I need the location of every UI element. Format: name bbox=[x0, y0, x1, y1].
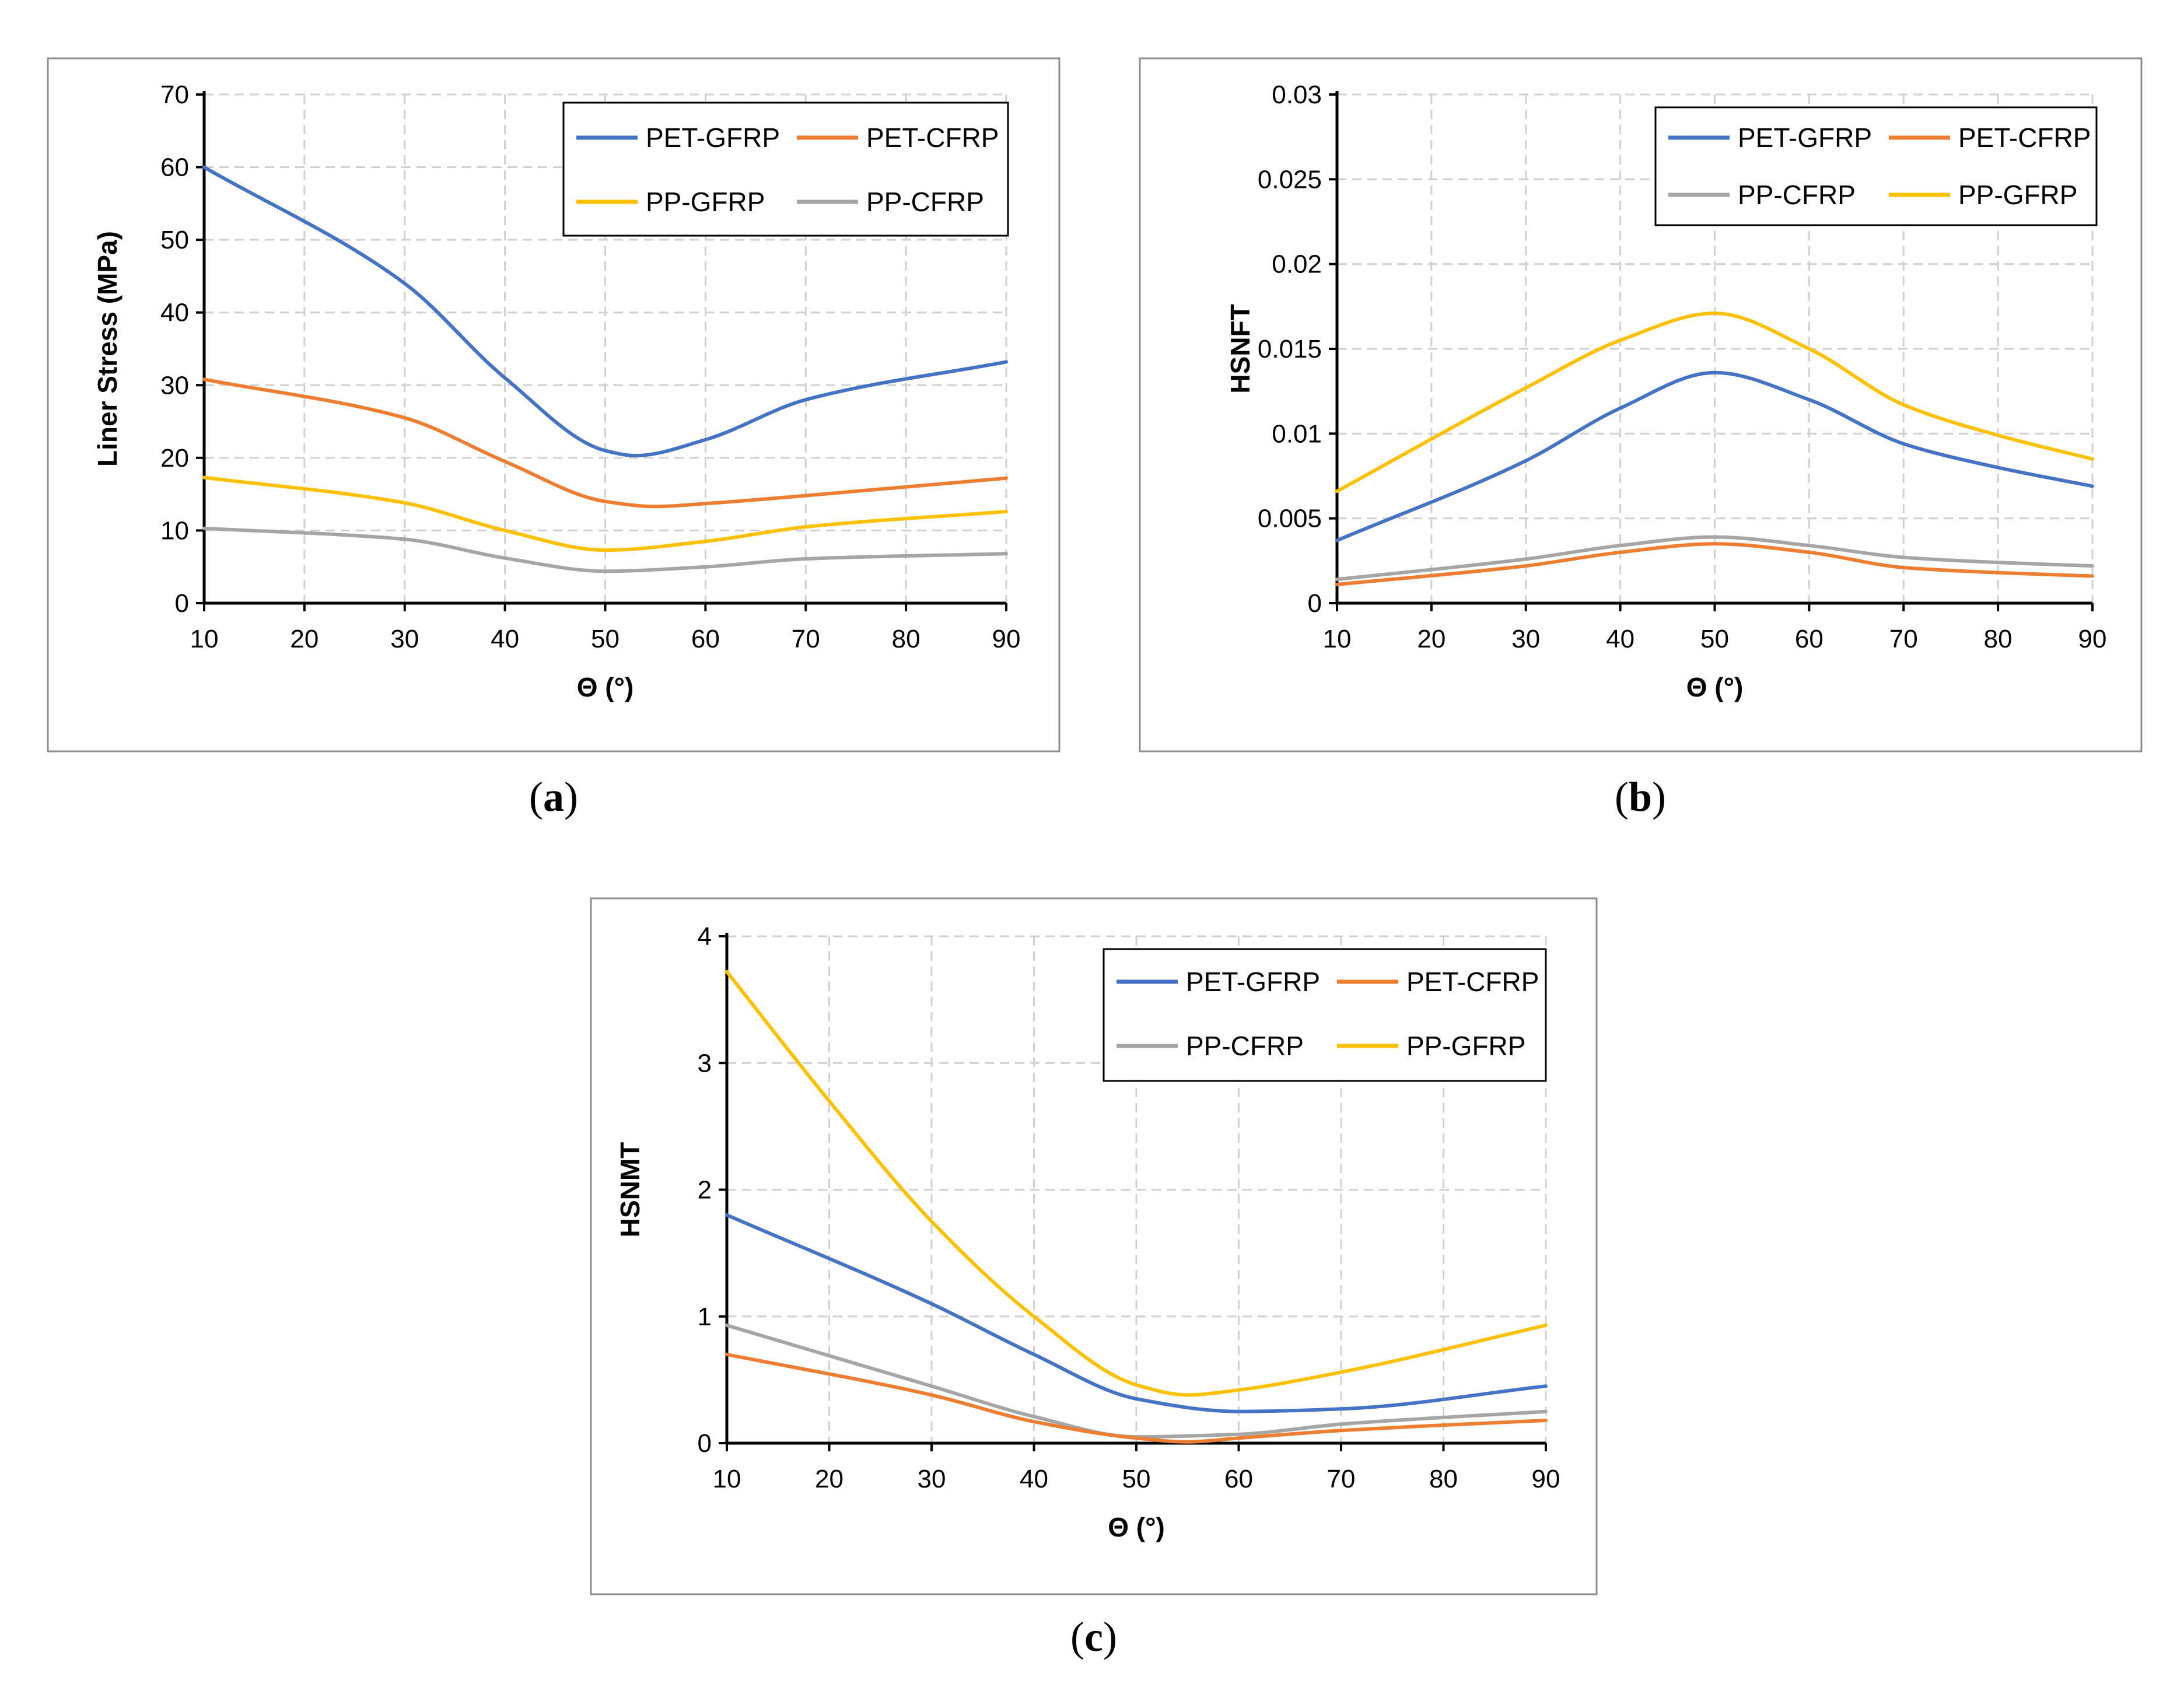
legend: PET-GFRP PET-CFRP PP-CFRP PP-GFRP bbox=[1102, 948, 1547, 1082]
series-line-pet-cfrp bbox=[1335, 542, 2094, 586]
y-tick-label: 0 bbox=[698, 1429, 712, 1458]
legend-label-pet-gfrp: PET-GFRP bbox=[1738, 123, 1872, 153]
caption-open-paren: ( bbox=[1615, 774, 1629, 820]
legend-label-pp-cfrp: PP-CFRP bbox=[866, 187, 984, 217]
chart-panel-b: 0 0.005 0.01 0.015 0.02 0.025 0.03 10 20 30 40 50 60… bbox=[1139, 57, 2143, 820]
series-line-pet-gfrp bbox=[1335, 370, 2094, 542]
y-tick-label: 60 bbox=[160, 153, 189, 182]
legend-label-pp-cfrp: PP-CFRP bbox=[1186, 1031, 1304, 1061]
y-tick-label: 0.025 bbox=[1258, 165, 1322, 194]
y-axis-title: HSNFT bbox=[1225, 304, 1255, 393]
x-tick-label: 50 bbox=[591, 625, 620, 653]
y-tick-label: 2 bbox=[698, 1176, 712, 1205]
x-tick-label: 70 bbox=[1889, 625, 1918, 653]
y-tick-label: 70 bbox=[160, 80, 189, 109]
x-tick-label: 90 bbox=[2078, 625, 2107, 653]
y-tick-label: 0 bbox=[1308, 589, 1322, 618]
y-tick-label: 1 bbox=[698, 1303, 712, 1331]
y-axis-title: HSNMT bbox=[615, 1142, 645, 1238]
legend-box bbox=[562, 102, 1009, 237]
x-tick-label: 20 bbox=[815, 1465, 844, 1493]
x-tick-label: 30 bbox=[390, 625, 419, 653]
series-line-pet-gfrp bbox=[725, 1213, 1548, 1413]
legend-box bbox=[1102, 948, 1547, 1082]
x-tick-label: 90 bbox=[1532, 1465, 1560, 1493]
x-tick-label: 60 bbox=[1224, 1465, 1253, 1493]
x-tick-label: 80 bbox=[1984, 625, 2013, 653]
x-tick-label: 80 bbox=[892, 625, 921, 653]
legend-label-pet-cfrp: PET-CFRP bbox=[1406, 967, 1539, 997]
caption-close-paren: ) bbox=[1652, 774, 1666, 820]
y-tick-label: 4 bbox=[698, 922, 712, 951]
x-tick-label: 20 bbox=[1417, 625, 1446, 653]
legend-label-pet-gfrp: PET-GFRP bbox=[1186, 967, 1320, 997]
legend-label-pp-cfrp: PP-CFRP bbox=[1738, 180, 1856, 210]
x-tick-label: 40 bbox=[1020, 1465, 1048, 1493]
x-tick-label: 10 bbox=[713, 1465, 741, 1493]
x-tick-label: 80 bbox=[1429, 1465, 1458, 1493]
y-tick-label: 0.005 bbox=[1258, 505, 1322, 533]
series-line-pp-gfrp bbox=[1335, 312, 2094, 494]
x-tick-label: 40 bbox=[1606, 625, 1634, 653]
legend-label-pp-gfrp: PP-GFRP bbox=[646, 187, 765, 217]
y-tick-label: 40 bbox=[160, 299, 189, 327]
x-tick-label: 40 bbox=[491, 625, 519, 653]
series-line-pet-cfrp bbox=[725, 1352, 1548, 1444]
x-tick-label: 10 bbox=[1323, 625, 1352, 653]
x-tick-label: 60 bbox=[691, 625, 720, 653]
x-tick-label: 50 bbox=[1122, 1465, 1151, 1493]
caption-letter: a bbox=[543, 774, 564, 820]
y-tick-label: 30 bbox=[160, 371, 189, 400]
x-tick-label: 30 bbox=[918, 1465, 946, 1493]
series-line-pet-cfrp bbox=[202, 377, 1008, 509]
y-tick-label: 10 bbox=[160, 516, 189, 545]
series-line-pp-gfrp bbox=[202, 475, 1008, 552]
legend-label-pp-gfrp: PP-GFRP bbox=[1958, 180, 2077, 210]
x-tick-label: 20 bbox=[290, 625, 318, 653]
y-tick-label: 0.015 bbox=[1258, 335, 1322, 363]
y-axis-title: Liner Stress (MPa) bbox=[92, 231, 123, 467]
x-tick-label: 70 bbox=[792, 625, 820, 653]
panel-caption: (c) bbox=[1070, 1614, 1117, 1660]
x-tick-label: 30 bbox=[1511, 625, 1540, 653]
x-tick-label: 90 bbox=[992, 625, 1021, 653]
legend-label-pet-cfrp: PET-CFRP bbox=[1958, 123, 2091, 153]
y-tick-label: 0.02 bbox=[1272, 250, 1322, 279]
y-tick-label: 0.01 bbox=[1272, 419, 1322, 448]
legend-label-pp-gfrp: PP-GFRP bbox=[1406, 1031, 1525, 1061]
y-tick-label: 3 bbox=[698, 1049, 712, 1077]
x-tick-label: 10 bbox=[190, 625, 219, 653]
x-axis-title: Θ (°) bbox=[577, 672, 634, 702]
caption-letter: c bbox=[1084, 1614, 1103, 1660]
chart-panel-c: 0 1 2 3 4 10 20 30 40 50 60 70 80 90 Θ (°) HSNMT PET-GFR… bbox=[590, 897, 1598, 1660]
panel-caption: (a) bbox=[529, 774, 578, 820]
legend-label-pet-cfrp: PET-CFRP bbox=[866, 123, 999, 153]
legend-box bbox=[1654, 106, 2098, 226]
x-axis-title: Θ (°) bbox=[1108, 1512, 1165, 1542]
caption-open-paren: ( bbox=[1070, 1614, 1084, 1660]
y-tick-label: 0.03 bbox=[1272, 80, 1322, 109]
panel-caption: (b) bbox=[1615, 774, 1666, 820]
x-axis-title: Θ (°) bbox=[1686, 672, 1744, 702]
legend-label-pet-gfrp: PET-GFRP bbox=[646, 123, 780, 153]
y-tick-label: 0 bbox=[175, 589, 189, 618]
caption-letter: b bbox=[1629, 774, 1652, 820]
series-line-pp-cfrp bbox=[1335, 535, 2094, 582]
x-tick-label: 60 bbox=[1795, 625, 1824, 653]
legend: PET-GFRP PET-CFRP PP-GFRP PP-CFRP bbox=[562, 102, 1009, 237]
y-tick-label: 50 bbox=[160, 226, 189, 254]
series-line-pp-gfrp bbox=[725, 970, 1548, 1397]
series-line-pet-gfrp bbox=[202, 165, 1008, 458]
caption-close-paren: ) bbox=[564, 774, 578, 820]
x-tick-label: 50 bbox=[1700, 625, 1729, 653]
caption-close-paren: ) bbox=[1103, 1614, 1117, 1660]
series-line-pp-cfrp bbox=[202, 526, 1008, 573]
legend: PET-GFRP PET-CFRP PP-CFRP PP-GFRP bbox=[1654, 106, 2098, 226]
caption-open-paren: ( bbox=[529, 774, 543, 820]
x-tick-label: 70 bbox=[1327, 1465, 1356, 1493]
y-tick-label: 20 bbox=[160, 444, 189, 473]
